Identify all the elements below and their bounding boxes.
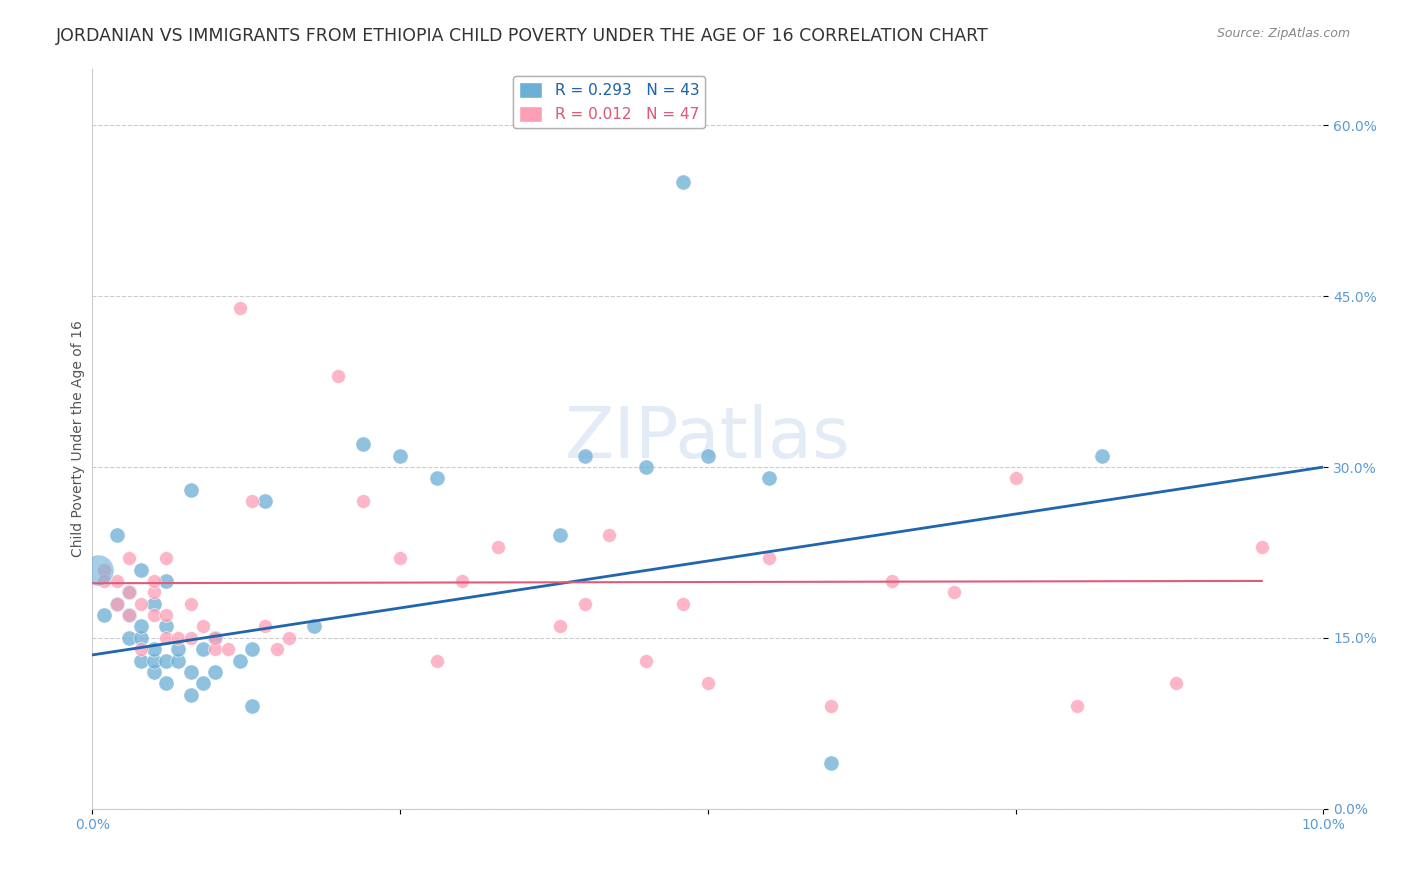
Point [191,642,214,657]
Point [142,585,165,599]
Point [93,608,115,623]
Point [142,597,165,611]
Point [155,551,177,566]
Point [204,665,226,679]
Point [302,619,325,633]
Point [548,619,571,633]
Point [266,642,288,657]
Point [204,631,226,645]
Point [155,631,177,645]
Point [155,574,177,588]
Point [352,494,374,508]
Point [882,574,904,588]
Point [820,756,842,771]
Point [155,676,177,690]
Point [131,619,153,633]
Point [105,597,128,611]
Point [388,449,411,463]
Point [229,301,252,315]
Point [240,699,263,714]
Point [142,665,165,679]
Point [191,619,214,633]
Point [180,665,202,679]
Point [636,460,658,475]
Point [93,563,115,577]
Point [574,449,596,463]
Point [167,631,190,645]
Point [204,642,226,657]
Point [672,175,695,189]
Y-axis label: Child Poverty Under the Age of 16: Child Poverty Under the Age of 16 [72,320,86,557]
Point [105,528,128,542]
Point [155,654,177,668]
Point [180,483,202,497]
Point [118,585,141,599]
Point [488,540,510,554]
Point [131,597,153,611]
Point [426,471,449,485]
Point [548,528,571,542]
Point [93,574,115,588]
Point [118,631,141,645]
Point [1250,540,1272,554]
Legend: R = 0.293   N = 43, R = 0.012   N = 47: R = 0.293 N = 43, R = 0.012 N = 47 [513,76,706,128]
Point [328,368,350,383]
Point [253,619,276,633]
Point [278,631,301,645]
Point [574,597,596,611]
Text: ZIPatlas: ZIPatlas [565,404,851,473]
Point [131,654,153,668]
Text: Source: ZipAtlas.com: Source: ZipAtlas.com [1216,27,1350,40]
Point [240,494,263,508]
Point [142,642,165,657]
Point [696,676,718,690]
Point [1164,676,1187,690]
Point [253,494,276,508]
Point [105,574,128,588]
Point [118,551,141,566]
Point [118,608,141,623]
Point [142,608,165,623]
Point [131,631,153,645]
Text: JORDANIAN VS IMMIGRANTS FROM ETHIOPIA CHILD POVERTY UNDER THE AGE OF 16 CORRELAT: JORDANIAN VS IMMIGRANTS FROM ETHIOPIA CH… [56,27,988,45]
Point [131,642,153,657]
Point [943,585,966,599]
Point [352,437,374,451]
Point [240,642,263,657]
Point [180,597,202,611]
Point [204,631,226,645]
Point [426,654,449,668]
Point [636,654,658,668]
Point [118,585,141,599]
Point [1004,471,1026,485]
Point [167,654,190,668]
Point [672,597,695,611]
Point [1066,699,1088,714]
Point [388,551,411,566]
Point [142,574,165,588]
Point [118,608,141,623]
Point [105,597,128,611]
Point [180,631,202,645]
Point [598,528,620,542]
Point [696,449,718,463]
Point [191,676,214,690]
Point [167,642,190,657]
Point [1091,449,1114,463]
Point [142,654,165,668]
Point [217,642,239,657]
Point [131,563,153,577]
Point [758,471,780,485]
Point [87,563,110,577]
Point [180,688,202,702]
Point [155,619,177,633]
Point [155,608,177,623]
Point [820,699,842,714]
Point [229,654,252,668]
Point [450,574,472,588]
Point [758,551,780,566]
